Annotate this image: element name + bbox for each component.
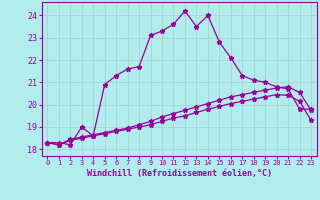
X-axis label: Windchill (Refroidissement éolien,°C): Windchill (Refroidissement éolien,°C) [87,169,272,178]
